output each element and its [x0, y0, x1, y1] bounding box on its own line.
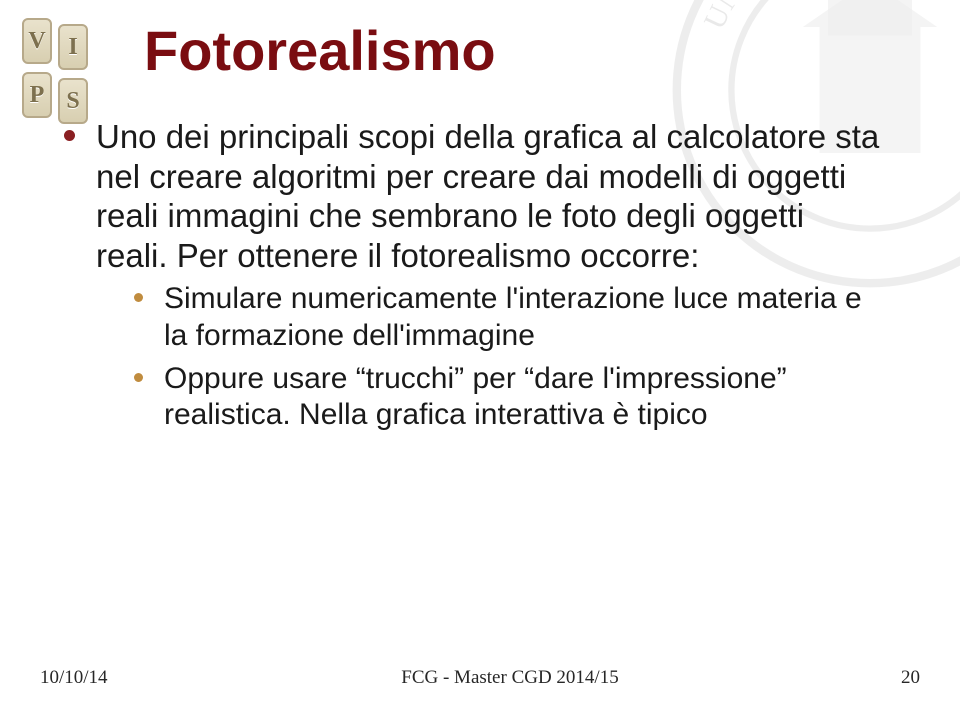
slide-title: Fotorealismo	[144, 18, 900, 83]
inner-bullet-1: Simulare numericamente l'interazione luc…	[126, 281, 880, 354]
outer-bullet: Uno dei principali scopi della grafica a…	[50, 117, 880, 434]
slide-content: Fotorealismo Uno dei principali scopi de…	[0, 0, 960, 703]
footer-date: 10/10/14	[40, 667, 160, 689]
outer-list: Uno dei principali scopi della grafica a…	[50, 117, 900, 434]
inner-list: Simulare numericamente l'interazione luc…	[126, 281, 880, 433]
footer: 10/10/14 FCG - Master CGD 2014/15 20	[0, 667, 960, 689]
footer-page: 20	[860, 667, 920, 689]
outer-bullet-text: Uno dei principali scopi della grafica a…	[96, 118, 879, 274]
inner-bullet-1-text: Simulare numericamente l'interazione luc…	[164, 282, 862, 352]
footer-course: FCG - Master CGD 2014/15	[160, 667, 860, 689]
inner-bullet-2: Oppure usare “trucchi” per “dare l'impre…	[126, 361, 880, 434]
inner-bullet-2-text: Oppure usare “trucchi” per “dare l'impre…	[164, 362, 787, 432]
